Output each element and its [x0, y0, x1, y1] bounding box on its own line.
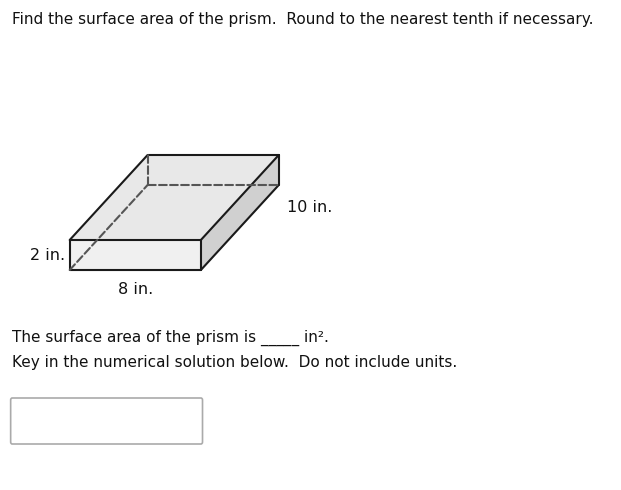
Text: 10 in.: 10 in.	[287, 200, 332, 215]
Text: 2 in.: 2 in.	[30, 247, 65, 263]
Polygon shape	[201, 155, 279, 270]
Polygon shape	[70, 155, 279, 240]
Text: 8 in.: 8 in.	[117, 282, 153, 297]
FancyBboxPatch shape	[11, 398, 202, 444]
Text: The surface area of the prism is _____ in².: The surface area of the prism is _____ i…	[12, 330, 329, 346]
Text: Find the surface area of the prism.  Round to the nearest tenth if necessary.: Find the surface area of the prism. Roun…	[12, 12, 594, 27]
Text: Key in the numerical solution below.  Do not include units.: Key in the numerical solution below. Do …	[12, 355, 458, 370]
Polygon shape	[70, 240, 201, 270]
